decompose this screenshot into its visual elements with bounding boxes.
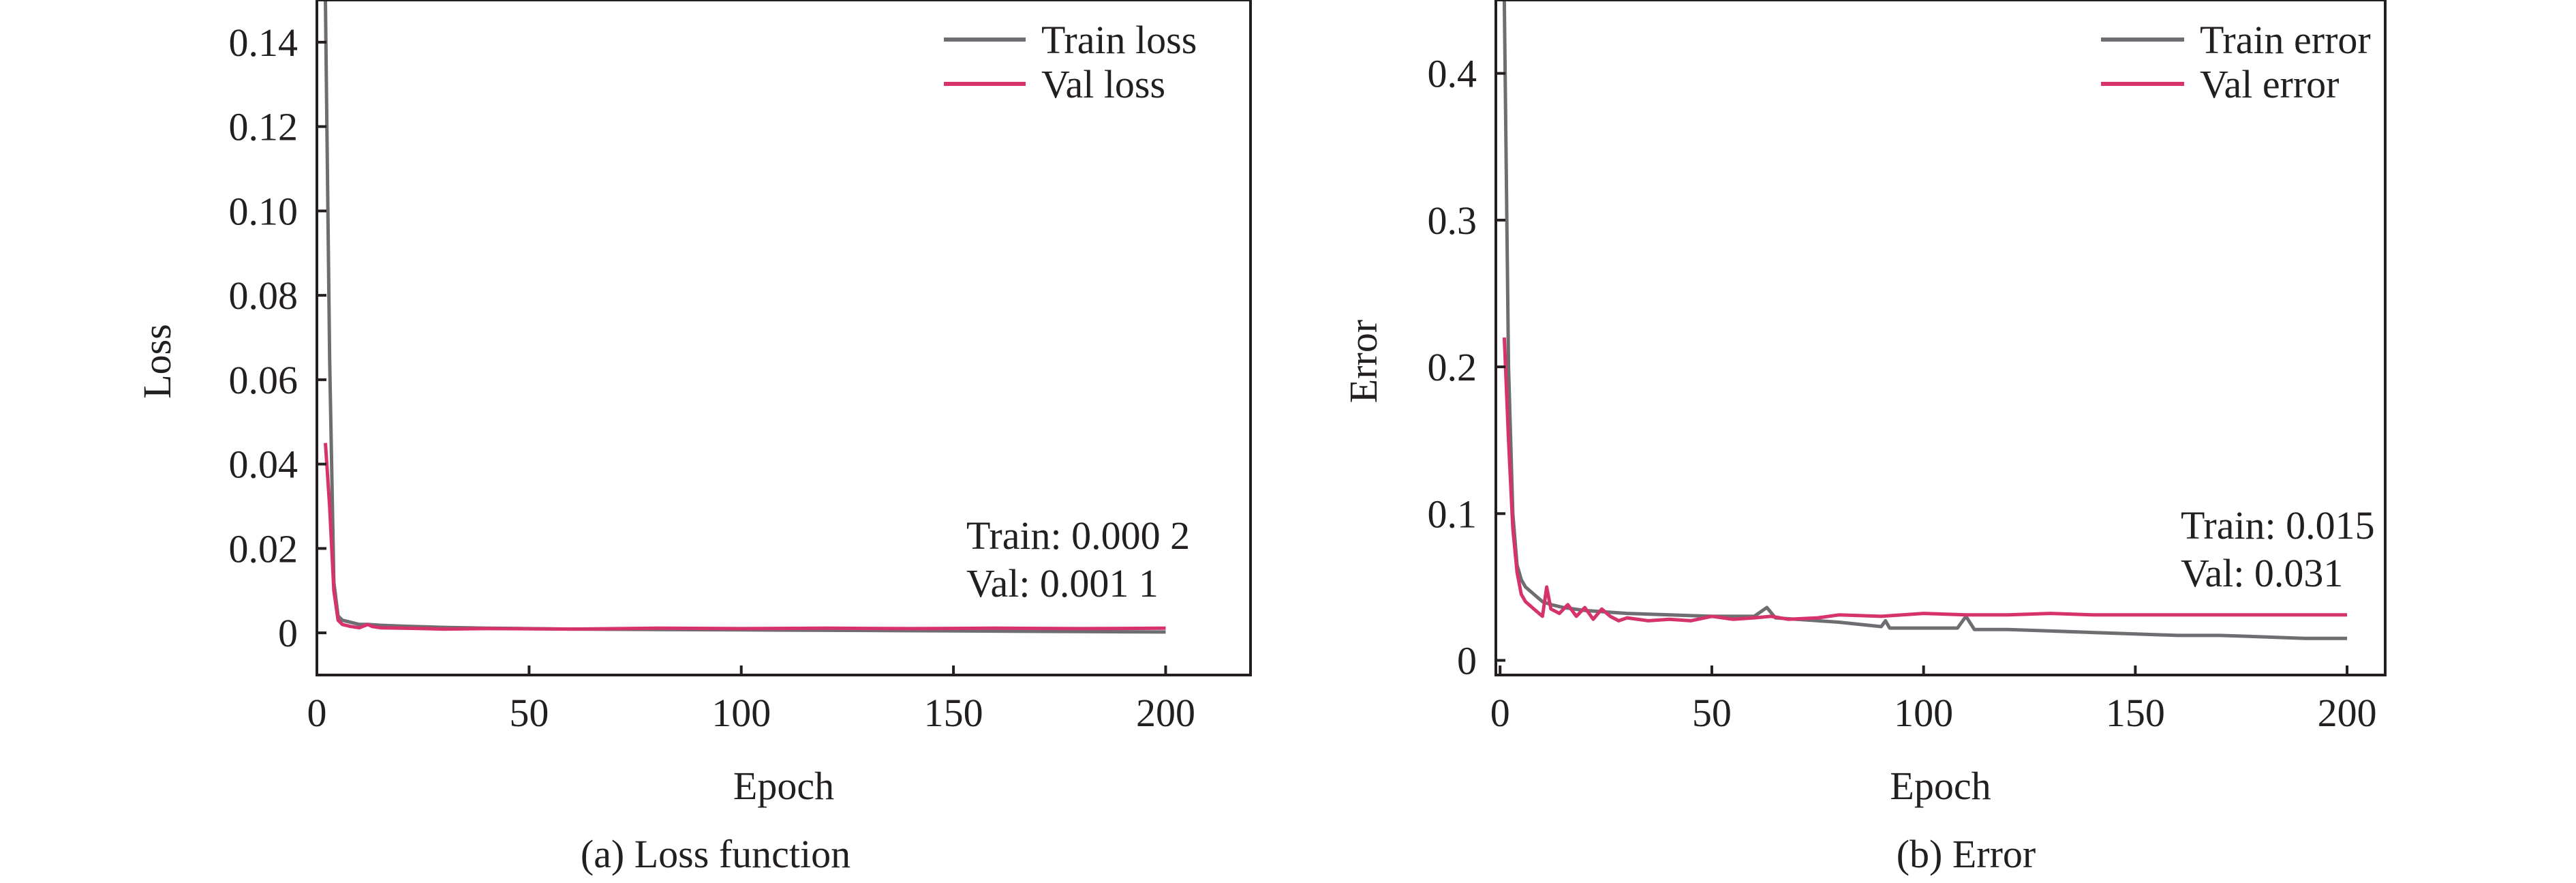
y-tick-label: 0.10 [229, 189, 298, 233]
y-tick-label: 0 [278, 611, 298, 655]
y-tick-label: 0.04 [229, 443, 298, 487]
x-tick-label: 50 [509, 691, 549, 735]
legend-label: Train loss [1041, 18, 1197, 62]
final-value-annotation: Val: 0.031 [2181, 551, 2343, 595]
chart-panel-2: 0 50 100 150 200 0 0.1 0.2 0.3 0.4 Epoch Error Train… [1341, 0, 2387, 876]
x-tick-label: 150 [924, 691, 983, 735]
x-tick-label: 200 [2318, 691, 2377, 735]
chart-panel-1: 0 50 100 150 200 0 0.02 0.04 0.06 0.08 0.10 0.12 0.1… [135, 0, 1252, 876]
y-tick-label: 0.14 [229, 20, 298, 65]
final-value-annotation: Train: 0.000 2 [966, 513, 1190, 558]
x-axis-label: Epoch [733, 764, 834, 808]
series-line-val [1502, 337, 2348, 623]
figure-caption: (a) Loss function [581, 832, 850, 876]
y-tick-label: 0.02 [229, 526, 298, 571]
figure-caption: (b) Error [1897, 832, 2036, 876]
final-value-annotation: Val: 0.001 1 [966, 561, 1159, 605]
legend-label: Val error [2200, 62, 2340, 106]
x-tick-label: 150 [2106, 691, 2165, 735]
plot-frame [316, 0, 1252, 676]
plot-frame [1494, 0, 2387, 676]
y-axis-label: Loss [135, 324, 179, 399]
y-tick-label: 0.4 [1428, 52, 1477, 96]
x-tick-label: 0 [1490, 691, 1510, 735]
y-tick-label: 0.08 [229, 273, 298, 318]
y-tick-label: 0.12 [229, 105, 298, 149]
x-tick-label: 200 [1136, 691, 1195, 735]
y-tick-label: 0.3 [1428, 198, 1477, 243]
y-tick-label: 0.06 [229, 358, 298, 402]
legend-label: Val loss [1041, 62, 1165, 106]
x-axis-label: Epoch [1890, 764, 1991, 808]
x-tick-label: 100 [1894, 691, 1953, 735]
final-value-annotation: Train: 0.015 [2181, 503, 2375, 548]
series-line-val [324, 443, 1166, 631]
y-axis-label: Error [1341, 320, 1385, 403]
legend-label: Train error [2200, 18, 2371, 62]
y-tick-label: 0 [1457, 638, 1477, 683]
x-tick-label: 0 [307, 691, 327, 735]
y-tick-label: 0.1 [1428, 492, 1477, 536]
x-tick-label: 100 [711, 691, 771, 735]
x-tick-label: 50 [1692, 691, 1732, 735]
y-tick-label: 0.2 [1428, 345, 1477, 389]
